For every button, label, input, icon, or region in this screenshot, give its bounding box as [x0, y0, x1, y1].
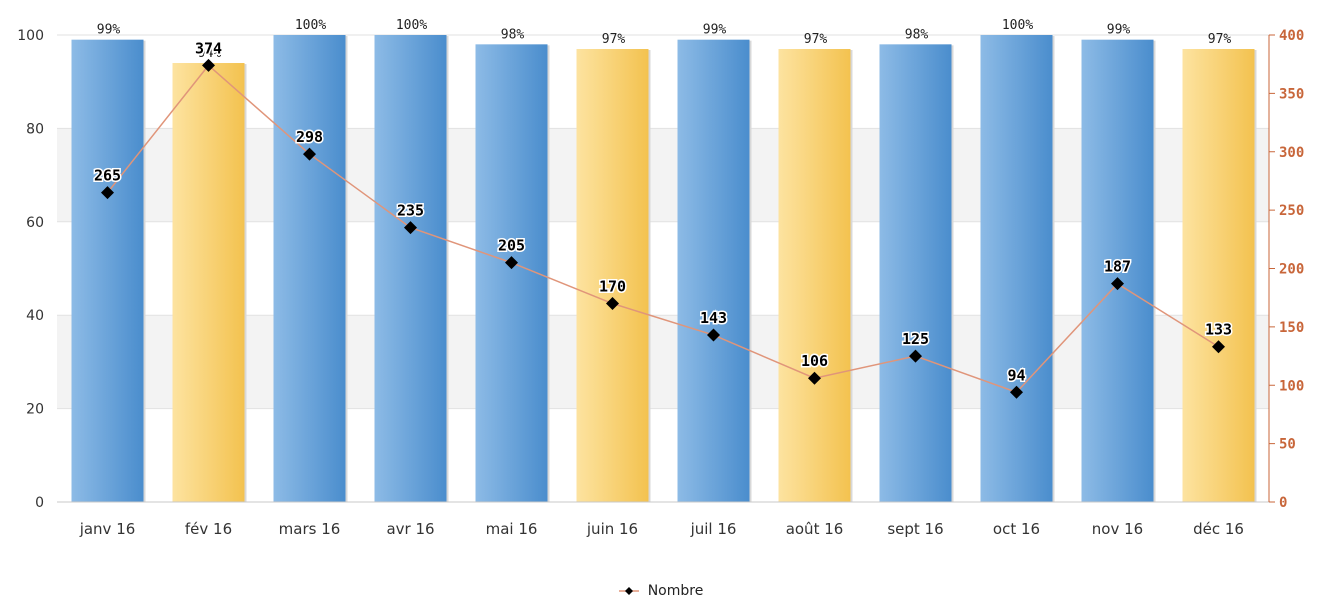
series-value-label: 205 — [498, 237, 525, 255]
x-tick-label: mars 16 — [279, 520, 341, 538]
series-value-labels: 265 374 298 235 205 170 143 106 125 94 187 133 — [92, 38, 1233, 386]
series-value-label: 187 — [1104, 258, 1131, 276]
series-value-label: 170 — [599, 278, 626, 296]
series-point[interactable] — [101, 186, 114, 200]
x-tick-label: nov 16 — [1092, 520, 1143, 538]
bar-10[interactable] — [980, 35, 1053, 502]
left-tick-label: 0 — [35, 495, 44, 511]
x-tick-label: août 16 — [786, 520, 844, 538]
series-point[interactable] — [1010, 385, 1023, 399]
right-tick-label: 350 — [1279, 86, 1304, 102]
legend-label: Nombre — [647, 583, 704, 599]
series-point[interactable] — [909, 349, 922, 363]
right-tick-label: 400 — [1279, 28, 1304, 44]
series-value-label: 143 — [700, 309, 727, 327]
bar-6[interactable] — [576, 49, 649, 502]
right-tick-label: 50 — [1279, 437, 1296, 453]
left-axis-ticks: 0 20 40 60 80 100 — [17, 28, 44, 511]
bar-7[interactable] — [677, 39, 750, 503]
legend-marker-icon — [618, 587, 639, 595]
series-point[interactable] — [303, 147, 316, 161]
series-value-label: 94 — [1007, 366, 1025, 384]
x-axis-labels: janv 16 fév 16 mars 16 avr 16 mai 16 juin 16 j… — [79, 520, 1244, 538]
bar-2[interactable] — [172, 63, 245, 503]
grid-band — [57, 315, 1269, 409]
legend: Nombre — [0, 582, 1321, 601]
right-tick-label: 300 — [1279, 145, 1304, 161]
x-tick-label: déc 16 — [1193, 520, 1244, 538]
bar-value-label: 97% — [602, 32, 626, 47]
legend-item-nombre[interactable]: Nombre — [618, 583, 704, 599]
bar-12[interactable] — [1182, 49, 1255, 502]
bar-value-label: 100% — [295, 18, 326, 33]
left-tick-label: 80 — [26, 121, 44, 137]
series-point[interactable] — [1212, 340, 1225, 354]
series-value-label: 265 — [94, 167, 121, 185]
bar-value-labels: 99% 94% 100% 100% 98% 97% 99% 97% 98% 100% 99% 97% — [97, 18, 1232, 61]
x-tick-label: janv 16 — [79, 520, 136, 538]
chart: 0 20 40 60 80 100 0 50 100 150 200 250 300 350 400 ja… — [17, 18, 1304, 538]
grid-band — [57, 128, 1269, 222]
series-value-label: 235 — [397, 202, 424, 220]
bars — [71, 35, 1257, 503]
right-tick-label: 250 — [1279, 203, 1304, 219]
x-tick-label: avr 16 — [386, 520, 434, 538]
bar-value-label: 98% — [501, 27, 525, 42]
series-value-label: 125 — [902, 330, 929, 348]
right-tick-label: 150 — [1279, 320, 1304, 336]
bar-value-label: 97% — [804, 32, 828, 47]
bar-value-label: 98% — [905, 27, 929, 42]
bar-value-label: 99% — [97, 23, 121, 38]
left-tick-label: 20 — [26, 402, 44, 418]
series-value-label: 106 — [801, 352, 828, 370]
series-point[interactable] — [202, 58, 215, 72]
series-value-label: 298 — [296, 128, 323, 146]
x-tick-label: mai 16 — [486, 520, 538, 538]
right-tick-label: 200 — [1279, 262, 1304, 278]
bar-value-label: 100% — [396, 18, 427, 33]
bar-value-label: 97% — [1208, 32, 1232, 47]
bar-1[interactable] — [71, 39, 144, 503]
x-tick-label: fév 16 — [185, 520, 232, 538]
series-line-path — [106, 64, 1219, 394]
bar-3[interactable] — [273, 35, 346, 502]
bar-4[interactable] — [374, 35, 447, 502]
series-point[interactable] — [707, 328, 720, 342]
bar-value-label: 99% — [1107, 23, 1131, 38]
bar-8[interactable] — [778, 49, 851, 502]
left-tick-label: 100 — [17, 28, 44, 44]
x-tick-label: juin 16 — [586, 520, 638, 538]
bar-11[interactable] — [1081, 39, 1154, 503]
series-point[interactable] — [505, 256, 518, 270]
bar-9[interactable] — [879, 44, 952, 503]
right-tick-label: 0 — [1279, 495, 1287, 511]
left-tick-label: 60 — [26, 215, 44, 231]
series-point[interactable] — [404, 221, 417, 235]
left-tick-label: 40 — [26, 308, 44, 324]
series-value-label: 374 — [195, 39, 222, 57]
grid-bands — [57, 34, 1269, 503]
series-point[interactable] — [1111, 277, 1124, 291]
series-line — [101, 58, 1225, 399]
bar-value-label: 94% — [198, 46, 222, 61]
bar-value-label: 100% — [1002, 18, 1033, 33]
x-tick-label: juil 16 — [690, 520, 737, 538]
series-point[interactable] — [606, 297, 619, 311]
series-point[interactable] — [808, 371, 821, 385]
right-axis-ticks: 0 50 100 150 200 250 300 350 400 — [1269, 28, 1304, 511]
right-tick-label: 100 — [1279, 378, 1304, 394]
x-tick-label: sept 16 — [887, 520, 943, 538]
bar-value-label: 99% — [703, 23, 727, 38]
series-value-label: 133 — [1205, 321, 1232, 339]
x-tick-label: oct 16 — [993, 520, 1040, 538]
